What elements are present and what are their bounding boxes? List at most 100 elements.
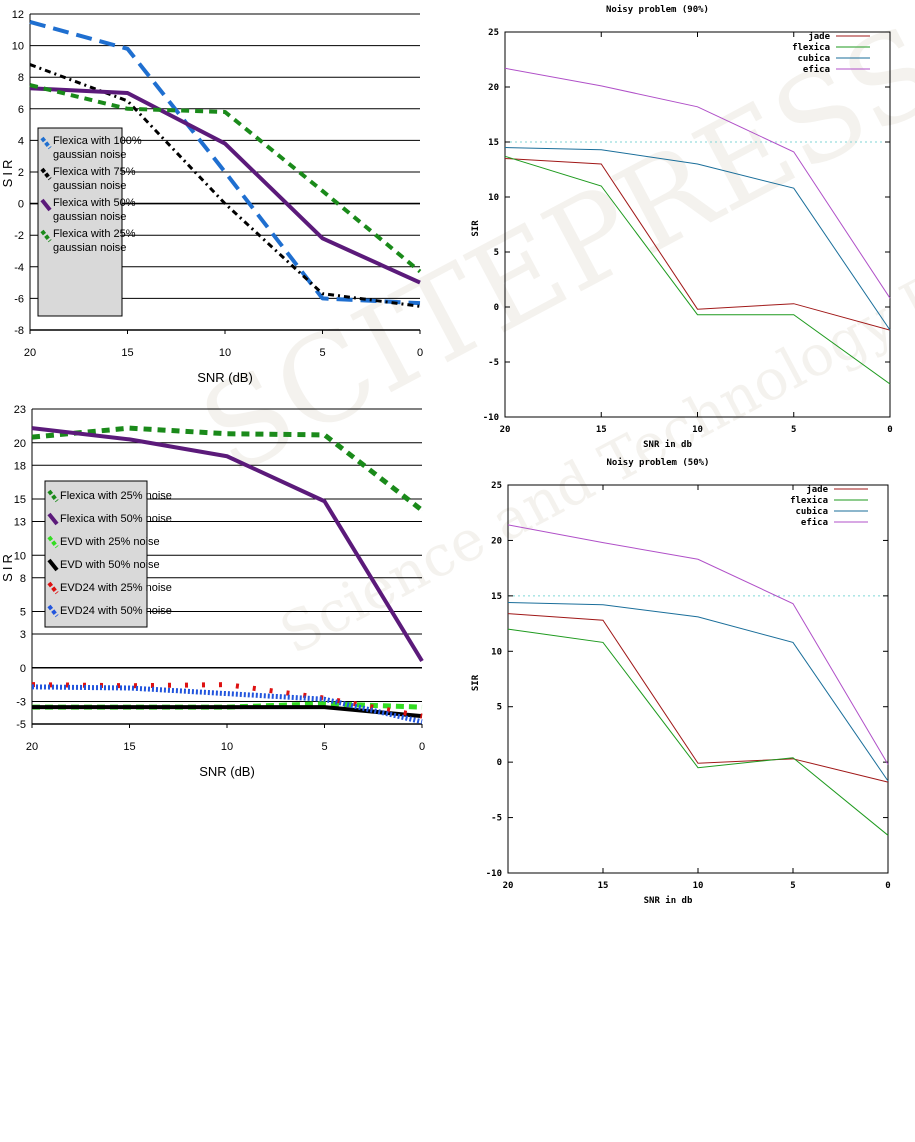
series-line <box>504 67 891 299</box>
plot-frame <box>507 484 889 874</box>
legend-swatch <box>47 512 59 526</box>
x-tick-label: 15 <box>121 347 133 359</box>
x-tick-label: 10 <box>221 741 233 753</box>
y-axis-label: SIR <box>471 220 481 237</box>
legend-label: cubica <box>795 506 828 517</box>
y-tick-label: 5 <box>20 607 26 619</box>
legend-label: efica <box>801 517 828 528</box>
x-axis-label: SNR in db <box>643 439 692 450</box>
y-tick-label: -4 <box>14 262 24 274</box>
y-tick-label: 18 <box>14 460 26 472</box>
chart-title: Noisy problem (50%) <box>607 457 710 468</box>
legend-label: jade <box>808 31 830 42</box>
y-axis-label: SIR <box>471 674 481 691</box>
legend-label: jade <box>806 484 828 495</box>
y-tick-label: -2 <box>14 230 24 242</box>
y-tick-label: 8 <box>20 573 26 585</box>
chart-title: Noisy problem (90%) <box>606 4 709 15</box>
legend-box <box>37 127 123 317</box>
legend-swatch <box>47 535 59 549</box>
y-axis-label: SIR <box>0 551 15 582</box>
series-line <box>31 684 423 725</box>
legend-label: cubica <box>797 53 830 64</box>
chart-noisy-problem-90: Noisy problem (90%) -10 -5 0 5 10 15 20 25 20 15 10… <box>471 4 893 450</box>
x-tick-label: 15 <box>123 741 135 753</box>
legend-box <box>44 480 148 628</box>
y-tick-label: 10 <box>14 550 26 562</box>
x-tick-label: 20 <box>500 425 511 435</box>
legend-swatch <box>47 604 59 618</box>
legend-label: Flexica with 50% gaussian noise <box>53 197 136 223</box>
y-tick-label: 10 <box>12 41 24 53</box>
legend-swatch <box>40 198 52 212</box>
x-tick-label: 10 <box>692 425 703 435</box>
y-tick-label: 0 <box>497 758 502 768</box>
x-tick-label: 5 <box>321 741 327 753</box>
legend-swatch <box>47 558 59 572</box>
y-tick-label: 15 <box>488 138 499 148</box>
x-tick-label: 15 <box>598 881 609 891</box>
x-tick-label: 20 <box>26 741 38 753</box>
y-tick-label: 25 <box>488 28 499 38</box>
y-tick-label: -3 <box>16 697 26 709</box>
legend-label: Flexica with 25% noise <box>60 490 172 502</box>
y-tick-label: 23 <box>14 404 26 416</box>
legend-label: efica <box>803 64 830 75</box>
legend-swatch <box>40 229 52 243</box>
chart-flexica-gaussian-noise: -8 -6 -4 -2 0 2 4 6 8 10 12 20 15 10 5 0 SNR (dB) SIR Flex… <box>0 9 423 385</box>
y-tick-label: 0 <box>494 303 499 313</box>
x-tick-label: 0 <box>887 425 892 435</box>
y-tick-label: 4 <box>18 135 24 147</box>
x-axis-label: SNR (dB) <box>199 764 255 779</box>
legend-label: Flexica with 100% gaussian noise <box>53 135 142 161</box>
y-tick-label: 20 <box>14 438 26 450</box>
legend-swatch <box>40 136 52 150</box>
x-axis-label: SNR (dB) <box>197 370 253 385</box>
y-tick-label: 10 <box>488 193 499 203</box>
x-tick-label: 5 <box>791 425 796 435</box>
series-line <box>504 155 891 385</box>
legend-label: EVD with 50% noise <box>60 559 160 571</box>
y-tick-label: -8 <box>14 325 24 337</box>
x-tick-label: 20 <box>503 881 514 891</box>
y-tick-label: 5 <box>497 703 502 713</box>
legend-swatch <box>47 489 59 503</box>
y-tick-label: 25 <box>491 481 502 491</box>
series-line <box>507 628 889 836</box>
y-tick-label: 0 <box>18 199 24 211</box>
y-tick-label: 20 <box>488 83 499 93</box>
legend-label: Flexica with 50% noise <box>60 513 172 525</box>
legend-label: EVD24 with 50% noise <box>60 605 172 617</box>
legend-label: flexica <box>792 42 830 53</box>
chart-noisy-problem-50: Noisy problem (50%) -10 -5 0 5 10 15 20 25 20 15 10… <box>471 457 891 906</box>
y-tick-label: 15 <box>14 494 26 506</box>
x-tick-label: 10 <box>219 347 231 359</box>
y-tick-label: -5 <box>488 358 499 368</box>
legend-swatch <box>40 167 52 181</box>
legend-swatch <box>47 581 59 595</box>
y-tick-label: 8 <box>18 72 24 84</box>
y-tick-label: 5 <box>494 248 499 258</box>
y-tick-label: 0 <box>20 663 26 675</box>
y-tick-label: 2 <box>18 167 24 179</box>
legend-label: Flexica with 25% gaussian noise <box>53 228 136 254</box>
x-tick-label: 5 <box>319 347 325 359</box>
y-tick-label: -10 <box>483 413 499 423</box>
y-axis-label: SIR <box>0 157 15 188</box>
y-tick-label: -5 <box>491 814 502 824</box>
x-tick-label: 10 <box>693 881 704 891</box>
x-tick-label: 0 <box>419 741 425 753</box>
x-tick-label: 15 <box>596 425 607 435</box>
x-tick-label: 0 <box>885 881 890 891</box>
y-tick-label: -5 <box>16 719 26 731</box>
series-line <box>507 524 889 765</box>
series-line <box>507 602 889 782</box>
legend-label: EVD with 25% noise <box>60 536 160 548</box>
y-tick-label: 10 <box>491 647 502 657</box>
x-tick-label: 0 <box>417 347 423 359</box>
legend-label: flexica <box>790 495 828 506</box>
y-tick-label: -6 <box>14 293 24 305</box>
legend-label: EVD24 with 25% noise <box>60 582 172 594</box>
x-tick-label: 5 <box>790 881 795 891</box>
x-axis-label: SNR in db <box>644 895 693 906</box>
